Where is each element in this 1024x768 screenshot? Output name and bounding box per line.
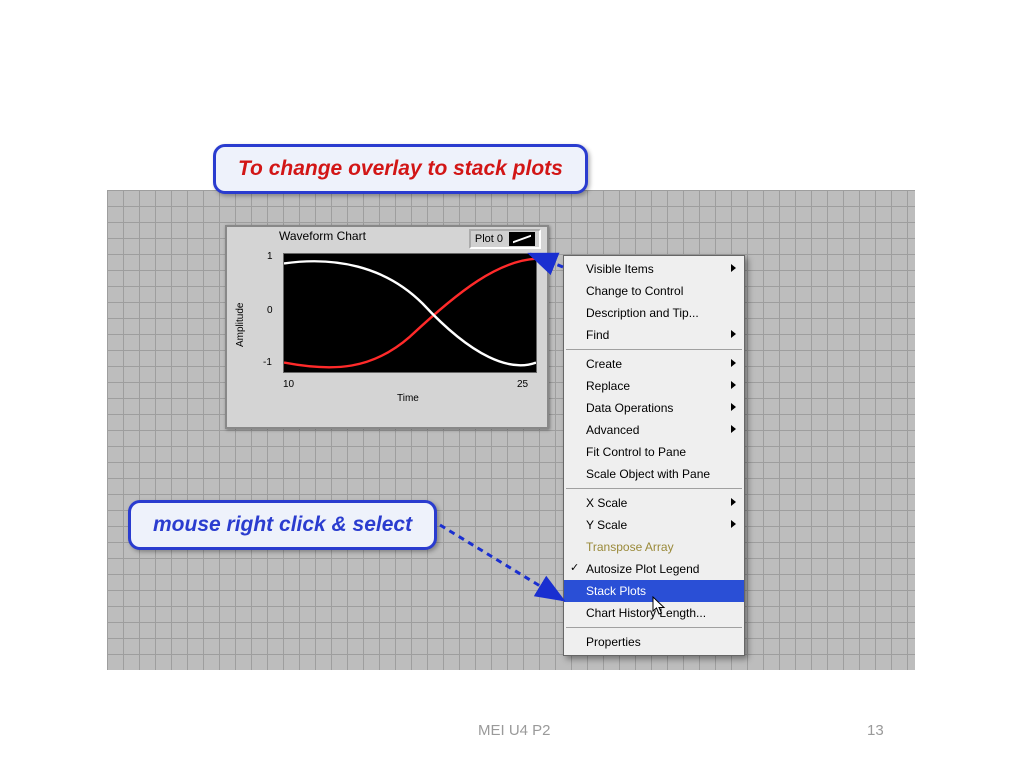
menu-item-data-operations[interactable]: Data Operations xyxy=(564,397,744,419)
plot-legend-label: Plot 0 xyxy=(475,233,503,245)
menu-item-description-and-tip[interactable]: Description and Tip... xyxy=(564,302,744,324)
menu-item-y-scale[interactable]: Y Scale xyxy=(564,514,744,536)
plot-area[interactable] xyxy=(283,253,537,373)
legend-swatch-icon xyxy=(509,232,535,246)
menu-separator xyxy=(566,627,742,628)
plot-svg xyxy=(284,254,536,372)
chart-title: Waveform Chart xyxy=(279,229,366,243)
instruction-callout-text: mouse right click & select xyxy=(153,513,412,536)
x-axis-label: Time xyxy=(397,393,419,404)
footer-page-number: 13 xyxy=(867,722,884,739)
menu-item-transpose-array: Transpose Array xyxy=(564,536,744,558)
title-callout: To change overlay to stack plots xyxy=(213,144,588,194)
menu-item-replace[interactable]: Replace xyxy=(564,375,744,397)
menu-item-chart-history-length[interactable]: Chart History Length... xyxy=(564,602,744,624)
menu-item-change-to-control[interactable]: Change to Control xyxy=(564,280,744,302)
menu-item-visible-items[interactable]: Visible Items xyxy=(564,258,744,280)
y-tick-1: 1 xyxy=(267,251,273,262)
waveform-chart-panel[interactable]: Waveform Chart Plot 0 Amplitude 1 0 -1 1… xyxy=(225,225,549,429)
slide: To change overlay to stack plots mouse r… xyxy=(0,0,1024,768)
title-callout-text: To change overlay to stack plots xyxy=(238,157,563,180)
footer-left: MEI U4 P2 xyxy=(478,722,551,739)
menu-item-stack-plots[interactable]: Stack Plots xyxy=(564,580,744,602)
x-tick-10: 10 xyxy=(283,379,294,390)
y-axis-label: Amplitude xyxy=(235,303,246,347)
menu-item-x-scale[interactable]: X Scale xyxy=(564,492,744,514)
y-tick--1: -1 xyxy=(263,357,272,368)
menu-item-create[interactable]: Create xyxy=(564,353,744,375)
instruction-callout: mouse right click & select xyxy=(128,500,437,550)
plot-legend[interactable]: Plot 0 xyxy=(469,229,541,249)
menu-separator xyxy=(566,488,742,489)
menu-item-properties[interactable]: Properties xyxy=(564,631,744,653)
menu-item-advanced[interactable]: Advanced xyxy=(564,419,744,441)
menu-item-find[interactable]: Find xyxy=(564,324,744,346)
x-tick-25: 25 xyxy=(517,379,528,390)
y-tick-0: 0 xyxy=(267,305,273,316)
menu-item-fit-control-to-pane[interactable]: Fit Control to Pane xyxy=(564,441,744,463)
menu-item-scale-object-with-pane[interactable]: Scale Object with Pane xyxy=(564,463,744,485)
context-menu[interactable]: Visible ItemsChange to ControlDescriptio… xyxy=(563,255,745,656)
menu-item-autosize-plot-legend[interactable]: Autosize Plot Legend xyxy=(564,558,744,580)
menu-separator xyxy=(566,349,742,350)
